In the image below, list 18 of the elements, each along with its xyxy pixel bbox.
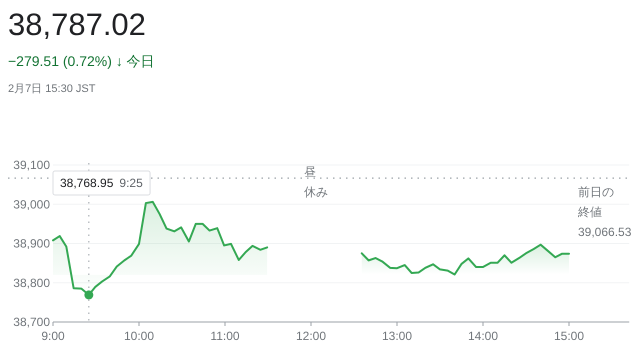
x-tick-label: 9:00 [41, 329, 65, 343]
annotation: 昼休み [304, 164, 328, 201]
chart-title: 38,787.02 [8, 7, 146, 42]
y-tick-label: 38,800 [13, 276, 50, 290]
y-tick-label: 38,700 [13, 315, 50, 329]
x-tick-label: 14:00 [468, 329, 498, 343]
x-tick-label: 11:00 [210, 329, 240, 343]
text: 2月7日 15:30 JST [8, 83, 96, 95]
ref-line-label: 前日の終値 39,066.53 [578, 184, 632, 242]
y-tick-label: 39,100 [13, 158, 50, 172]
y-tick-label: 38,900 [13, 236, 50, 250]
annotation: 38,768.95 9:25 [60, 176, 144, 190]
x-tick-label: 15:00 [554, 329, 584, 343]
x-tick-label: 12:00 [296, 329, 326, 343]
chart-subtitle: −279.51 (0.72%) ↓ 今日 [8, 53, 155, 69]
y-tick-label: 39,000 [13, 197, 50, 212]
x-tick-label: 10:00 [124, 329, 154, 343]
x-tick-label: 13:00 [382, 329, 412, 343]
